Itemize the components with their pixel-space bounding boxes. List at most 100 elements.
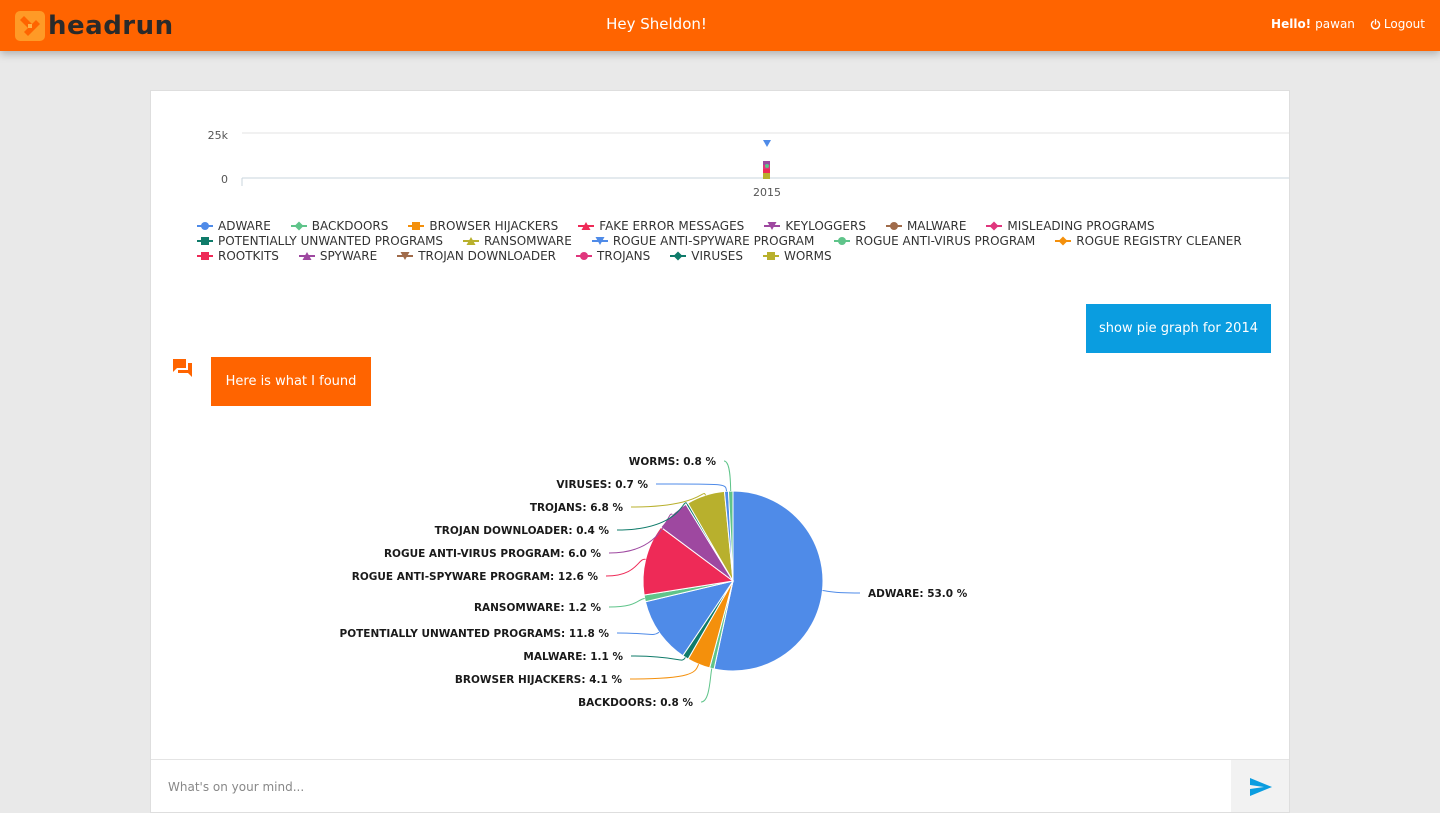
pie-connector-line <box>655 483 727 492</box>
pie-data-label: ROGUE ANTI-SPYWARE PROGRAM: 12.6 % <box>352 571 599 583</box>
pie-connector-line <box>822 590 861 594</box>
legend-label: ROOTKITS <box>218 248 279 263</box>
pie-connector-line <box>630 655 686 661</box>
legend-item[interactable]: VIRUSES <box>670 248 743 263</box>
legend-marker-icon <box>408 221 425 230</box>
pie-connector-line <box>616 502 688 531</box>
user-menu: Hello! pawan Logout <box>1271 17 1425 31</box>
bot-message-bubble: Here is what I found <box>211 357 371 406</box>
legend-label: WORMS <box>783 248 832 263</box>
pie-data-label: TROJAN DOWNLOADER: 0.4 % <box>435 525 610 537</box>
pie-data-label: MALWARE: 1.1 % <box>523 651 623 663</box>
pie-chart: ADWARE: 53.0 % BACKDOORS: 0.8 % BROWSER HI… <box>340 456 968 709</box>
pie-connector-line <box>605 558 646 577</box>
top-navbar: headrun Hey Sheldon! Hello! pawan Logout <box>0 0 1440 51</box>
pie-data-label: RANSOMWARE: 1.2 % <box>474 602 602 614</box>
legend-marker-icon <box>290 221 307 230</box>
legend-item[interactable]: ADWARE <box>197 218 271 233</box>
logout-button[interactable]: Logout <box>1370 17 1425 31</box>
pie-slice[interactable] <box>713 490 824 672</box>
legend-item[interactable]: RANSOMWARE <box>463 233 572 248</box>
pie-slice[interactable] <box>727 490 734 582</box>
legend-marker-icon <box>762 251 779 260</box>
legend-marker-icon <box>986 221 1003 230</box>
legend-marker-icon <box>764 221 781 230</box>
pie-connector-line <box>616 631 660 635</box>
message-composer <box>151 759 1289 812</box>
pie-data-label: BROWSER HIJACKERS: 4.1 % <box>455 674 623 686</box>
legend-item[interactable]: TROJAN DOWNLOADER <box>397 248 556 263</box>
legend-item[interactable]: KEYLOGGERS <box>764 218 866 233</box>
legend-item[interactable]: ROOTKITS <box>197 248 279 263</box>
logo-icon <box>15 11 45 41</box>
legend-item[interactable]: ROGUE ANTI-VIRUS PROGRAM <box>834 233 1035 248</box>
brand-name: headrun <box>48 11 174 41</box>
legend-item[interactable]: WORMS <box>762 248 832 263</box>
pie-data-label: WORMS: 0.8 % <box>629 456 717 468</box>
pie-connector-line <box>629 664 700 680</box>
legend-label: POTENTIALLY UNWANTED PROGRAMS <box>218 233 444 248</box>
legend-label: MISLEADING PROGRAMS <box>1007 218 1155 233</box>
legend-item[interactable]: MALWARE <box>885 218 967 233</box>
brand-logo[interactable]: headrun <box>15 11 174 41</box>
legend-item[interactable]: ROGUE REGISTRY CLEANER <box>1055 233 1242 248</box>
legend-marker-icon <box>197 236 213 245</box>
legend-label: MALWARE <box>906 218 967 233</box>
legend-item[interactable]: ROGUE ANTI-SPYWARE PROGRAM <box>591 233 815 248</box>
legend-item[interactable]: FAKE ERROR MESSAGES <box>578 218 744 233</box>
legend-label: ROGUE ANTI-SPYWARE PROGRAM <box>612 233 815 248</box>
legend-label: TROJAN DOWNLOADER <box>418 248 557 263</box>
greeting-text: Hey Sheldon! <box>606 15 707 33</box>
pie-slice[interactable] <box>644 580 735 657</box>
message-input[interactable] <box>151 760 1231 812</box>
bot-chat-icon <box>171 357 195 385</box>
legend-label: TROJANS <box>597 248 651 263</box>
legend-marker-icon <box>197 251 213 260</box>
legend-marker-icon <box>1055 236 1072 245</box>
legend-marker-icon <box>197 221 213 230</box>
legend-marker-icon <box>834 236 851 245</box>
legend-marker-icon <box>463 236 480 245</box>
legend-marker-icon <box>576 251 593 260</box>
legend-marker-icon <box>885 221 902 230</box>
legend-marker-icon <box>298 251 315 260</box>
legend-item[interactable]: SPYWARE <box>298 248 378 263</box>
pie-slice[interactable] <box>642 526 735 596</box>
legend-label: SPYWARE <box>319 248 378 263</box>
legend-item[interactable]: BACKDOORS <box>290 218 389 233</box>
legend-item[interactable]: TROJANS <box>576 248 650 263</box>
legend-label: KEYLOGGERS <box>785 218 866 233</box>
pie-data-label: VIRUSES: 0.7 % <box>556 479 648 491</box>
legend-label: VIRUSES <box>691 248 743 263</box>
logout-label: Logout <box>1383 17 1425 31</box>
send-icon <box>1250 778 1272 796</box>
y-tick-label: 25k <box>208 129 229 142</box>
chart-legend: ADWARE BACKDOORS BROWSER HIJACKERS FAKE ERR… <box>197 218 1277 263</box>
legend-label: ADWARE <box>218 218 271 233</box>
legend-item[interactable]: BROWSER HIJACKERS <box>408 218 558 233</box>
x-tick-label: 2015 <box>753 186 781 199</box>
pie-connector-line <box>700 668 713 703</box>
pie-connector-line <box>630 493 706 508</box>
pie-data-label: ROGUE ANTI-VIRUS PROGRAM: 6.0 % <box>384 548 602 560</box>
pie-connector-line <box>608 597 645 608</box>
legend-label: BACKDOORS <box>311 218 389 233</box>
user-message-bubble: show pie graph for 2014 <box>1086 304 1271 353</box>
legend-label: ROGUE REGISTRY CLEANER <box>1076 233 1242 248</box>
pie-data-label: POTENTIALLY UNWANTED PROGRAMS: 11.8 % <box>340 628 610 640</box>
y-tick-label: 0 <box>221 173 228 186</box>
pie-connector-line <box>723 460 732 492</box>
legend-label: ROGUE ANTI-VIRUS PROGRAM <box>855 233 1036 248</box>
username: pawan <box>1315 17 1355 31</box>
line-chart: 25k 0 2015 <box>208 129 1289 199</box>
send-button[interactable] <box>1231 760 1289 812</box>
pie-data-label: ADWARE: 53.0 % <box>868 588 968 600</box>
legend-item[interactable]: POTENTIALLY UNWANTED PROGRAMS <box>197 233 443 248</box>
legend-label: FAKE ERROR MESSAGES <box>599 218 745 233</box>
legend-item[interactable]: MISLEADING PROGRAMS <box>986 218 1155 233</box>
series-markers <box>763 140 771 179</box>
pie-data-label: BACKDOORS: 0.8 % <box>578 697 693 709</box>
pie-connector-line <box>608 513 673 554</box>
hello-label: Hello! <box>1271 17 1312 31</box>
legend-label: BROWSER HIJACKERS <box>429 218 559 233</box>
